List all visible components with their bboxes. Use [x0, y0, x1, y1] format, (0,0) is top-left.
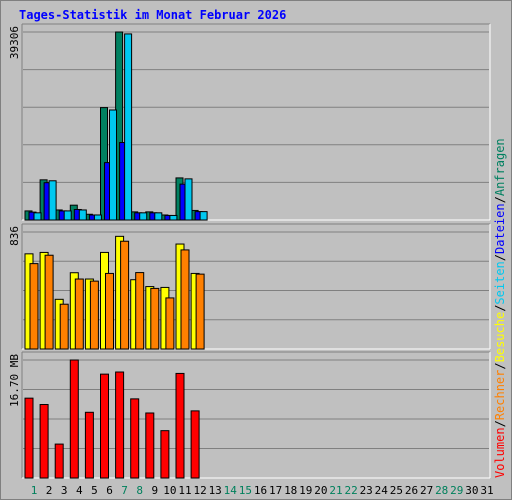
- x-tick-day-20: 20: [314, 484, 327, 497]
- bar-seiten-day-8: [139, 212, 148, 221]
- legend-item-seiten: Seiten: [493, 261, 507, 304]
- bar-volumen-day-6: [100, 373, 109, 479]
- x-tick-day-12: 12: [193, 484, 206, 497]
- bar-rechner-day-5: [89, 280, 99, 350]
- bar-seiten-day-3: [63, 210, 72, 221]
- x-tick-day-25: 25: [390, 484, 403, 497]
- legend-item-separator: /: [493, 362, 507, 369]
- bar-seiten-day-4: [78, 209, 87, 221]
- x-tick-day-10: 10: [163, 484, 176, 497]
- bar-rechner-day-1: [29, 263, 39, 350]
- x-tick-day-3: 3: [61, 484, 68, 497]
- bar-volumen-day-12: [190, 410, 200, 479]
- x-tick-day-18: 18: [284, 484, 297, 497]
- x-tick-day-16: 16: [254, 484, 267, 497]
- y-max-label-middle: 836: [8, 226, 21, 246]
- x-tick-day-7: 7: [121, 484, 128, 497]
- bar-volumen-day-9: [145, 412, 155, 479]
- legend-item-anfragen: Anfragen: [493, 138, 507, 196]
- bar-rechner-day-8: [135, 272, 145, 350]
- x-tick-day-14: 14: [224, 484, 238, 497]
- legend-right: Volumen/Rechner/Besuche/Seiten/Dateien/A…: [493, 138, 507, 478]
- legend-item-separator: /: [493, 196, 507, 203]
- x-tick-day-30: 30: [465, 484, 478, 497]
- x-tick-day-6: 6: [106, 484, 113, 497]
- bar-seiten-day-10: [169, 214, 178, 221]
- legend-item-volumen: Volumen: [493, 427, 507, 478]
- bar-rechner-day-7: [120, 240, 130, 350]
- x-tick-day-22: 22: [344, 484, 357, 497]
- x-tick-day-17: 17: [269, 484, 282, 497]
- x-tick-day-5: 5: [91, 484, 98, 497]
- bar-seiten-day-1: [33, 212, 42, 221]
- bar-rechner-day-10: [165, 297, 175, 350]
- bar-rechner-day-12: [195, 273, 205, 350]
- bar-seiten-day-11: [184, 178, 193, 221]
- x-tick-day-24: 24: [375, 484, 389, 497]
- bar-volumen-day-1: [24, 397, 34, 479]
- bar-volumen-day-7: [115, 371, 125, 479]
- legend-item-separator: /: [493, 305, 507, 312]
- chart-title: Tages-Statistik im Monat Februar 2026: [19, 8, 287, 22]
- legend-item-besuche: Besuche: [493, 312, 507, 363]
- chart-panel-middle: 836: [8, 223, 491, 350]
- x-tick-day-21: 21: [329, 484, 342, 497]
- bar-rechner-day-3: [59, 303, 69, 350]
- x-tick-day-23: 23: [360, 484, 373, 497]
- legend-item-separator: /: [493, 254, 507, 261]
- bar-volumen-day-11: [175, 372, 185, 479]
- y-max-label-bottom: 16.70 MB: [8, 354, 21, 407]
- bar-seiten-day-5: [93, 214, 102, 221]
- x-tick-day-29: 29: [450, 484, 463, 497]
- bar-seiten-day-2: [48, 180, 57, 221]
- legend-item-separator: /: [493, 420, 507, 427]
- bar-volumen-day-10: [160, 430, 170, 479]
- bar-seiten-day-6: [109, 109, 117, 221]
- y-max-label-top: 39306: [8, 26, 21, 59]
- bar-rechner-day-11: [180, 249, 190, 350]
- legend-item-rechner: Rechner: [493, 370, 507, 421]
- x-tick-day-4: 4: [76, 484, 83, 497]
- x-tick-day-26: 26: [405, 484, 418, 497]
- x-tick-day-9: 9: [151, 484, 158, 497]
- legend-item-dateien: Dateien: [493, 203, 507, 254]
- bar-seiten-day-7: [124, 33, 133, 221]
- bar-volumen-day-8: [130, 398, 140, 479]
- x-tick-day-13: 13: [209, 484, 222, 497]
- chart-panel-bottom: 16.70 MB: [8, 351, 491, 479]
- bar-volumen-day-2: [39, 404, 49, 479]
- x-tick-day-11: 11: [178, 484, 191, 497]
- bar-rechner-day-4: [74, 278, 84, 350]
- x-tick-day-28: 28: [435, 484, 448, 497]
- x-tick-day-15: 15: [239, 484, 252, 497]
- x-tick-day-2: 2: [46, 484, 53, 497]
- bar-rechner-day-6: [105, 272, 114, 350]
- x-tick-day-27: 27: [420, 484, 433, 497]
- bar-volumen-day-4: [69, 359, 79, 479]
- bar-volumen-day-5: [84, 411, 94, 479]
- x-tick-day-19: 19: [299, 484, 312, 497]
- bar-rechner-day-9: [150, 287, 160, 350]
- chart-panel-top: 39306: [8, 23, 491, 221]
- x-tick-day-31: 31: [480, 484, 493, 497]
- bar-volumen-day-3: [54, 443, 64, 479]
- x-tick-day-8: 8: [136, 484, 143, 497]
- x-tick-day-1: 1: [31, 484, 38, 497]
- bar-rechner-day-2: [44, 254, 54, 350]
- bar-seiten-day-9: [154, 212, 163, 221]
- bar-seiten-day-12: [199, 211, 208, 221]
